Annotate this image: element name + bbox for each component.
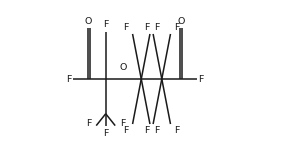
- Text: F: F: [174, 126, 180, 135]
- Text: F: F: [67, 75, 72, 83]
- Text: F: F: [154, 23, 159, 32]
- Text: F: F: [120, 119, 125, 128]
- Text: O: O: [119, 64, 127, 72]
- Text: F: F: [86, 119, 91, 128]
- Text: F: F: [144, 23, 149, 32]
- Text: F: F: [174, 23, 180, 32]
- Text: F: F: [123, 23, 129, 32]
- Text: F: F: [198, 75, 203, 83]
- Text: F: F: [103, 129, 108, 138]
- Text: O: O: [85, 17, 92, 26]
- Text: F: F: [123, 126, 129, 135]
- Text: F: F: [144, 126, 149, 135]
- Text: O: O: [178, 17, 185, 26]
- Text: F: F: [154, 126, 159, 135]
- Text: F: F: [103, 20, 108, 29]
